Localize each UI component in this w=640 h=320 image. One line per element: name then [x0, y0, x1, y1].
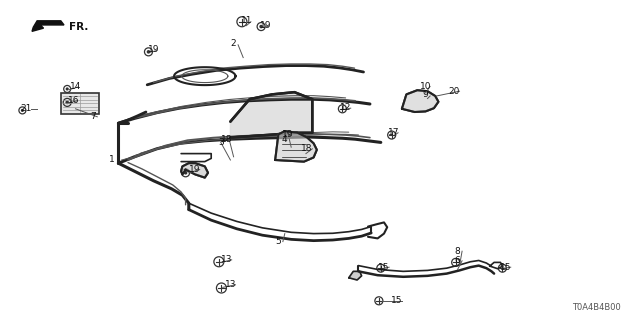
Bar: [61, 93, 99, 114]
Polygon shape: [230, 92, 312, 138]
Text: 13: 13: [221, 255, 233, 264]
Text: 6: 6: [455, 256, 460, 265]
Text: 11: 11: [241, 16, 252, 25]
Text: 18: 18: [221, 135, 233, 144]
Text: 19: 19: [260, 21, 271, 30]
Circle shape: [65, 100, 69, 104]
Circle shape: [147, 50, 150, 54]
Text: 17: 17: [388, 128, 399, 137]
Text: 9: 9: [423, 90, 428, 99]
Circle shape: [259, 25, 263, 28]
Polygon shape: [349, 271, 362, 280]
Text: T0A4B4B00: T0A4B4B00: [572, 303, 621, 312]
Text: 15: 15: [378, 263, 390, 272]
Text: 13: 13: [225, 280, 236, 289]
Text: FR.: FR.: [69, 21, 88, 32]
Text: 8: 8: [455, 247, 460, 256]
Text: 7: 7: [90, 112, 95, 121]
Text: 20: 20: [449, 87, 460, 96]
Text: 5: 5: [276, 237, 281, 246]
Text: 19: 19: [189, 165, 201, 174]
Text: 4: 4: [282, 135, 287, 144]
Text: 21: 21: [20, 104, 31, 113]
Text: 19: 19: [282, 130, 294, 139]
Text: 1: 1: [109, 156, 115, 164]
Circle shape: [184, 171, 188, 175]
Text: 14: 14: [70, 82, 81, 91]
Circle shape: [21, 109, 24, 112]
Text: 16: 16: [68, 96, 79, 105]
Polygon shape: [402, 90, 438, 112]
Text: 15: 15: [391, 296, 403, 305]
Text: 12: 12: [340, 103, 351, 112]
Circle shape: [284, 133, 288, 137]
Text: 15: 15: [500, 263, 511, 272]
Text: 18: 18: [301, 144, 313, 153]
Text: 2: 2: [231, 39, 236, 48]
Text: 19: 19: [148, 45, 159, 54]
Polygon shape: [181, 163, 208, 178]
Polygon shape: [275, 131, 317, 162]
Text: 3: 3: [218, 138, 223, 147]
Circle shape: [66, 87, 68, 91]
Polygon shape: [32, 21, 64, 31]
Text: 10: 10: [420, 82, 431, 91]
